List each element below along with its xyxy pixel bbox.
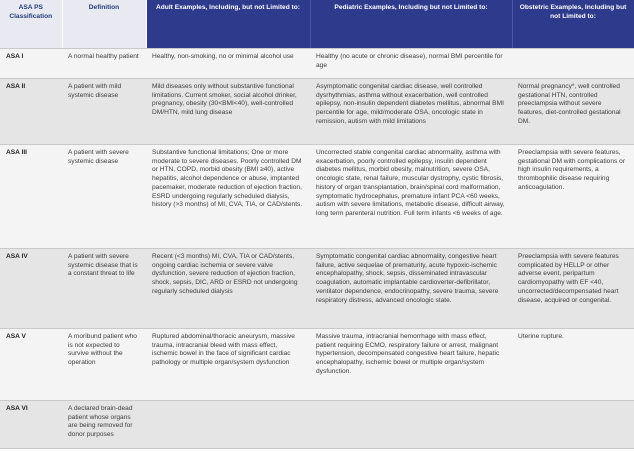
pediatric-examples-cell: Symptomatic congenital cardiac abnormali… (310, 248, 512, 329)
pediatric-examples-cell: Asymptomatic congenital cardiac disease,… (310, 78, 512, 145)
adult-examples-cell (146, 400, 310, 449)
adult-examples-cell: Healthy, non-smoking, no or minimal alco… (146, 48, 310, 79)
pediatric-examples-cell (310, 400, 512, 449)
classification-cell: ASA III (0, 144, 62, 249)
header-definition: Definition (62, 0, 147, 49)
definition-cell: A patient with mild systemic disease (62, 78, 146, 145)
header-obstetric-examples: Obstetric Examples, Including but not Li… (512, 0, 634, 49)
pediatric-examples-cell: Uncorrected stable congenital cardiac ab… (310, 144, 512, 249)
classification-cell: ASA VI (0, 400, 62, 449)
classification-cell: ASA V (0, 328, 62, 401)
table-row-asa-ii: ASA II A patient with mild systemic dise… (0, 78, 634, 145)
header-asa-ps-classification: ASA PS Classification (0, 0, 63, 49)
table-row-asa-iii: ASA III A patient with severe systemic d… (0, 144, 634, 249)
obstetric-examples-cell: Normal pregnancy*, well controlled gesta… (512, 78, 634, 145)
definition-cell: A declared brain-dead patient whose orga… (62, 400, 146, 449)
header-row: ASA PS Classification Definition Adult E… (0, 0, 634, 49)
adult-examples-cell: Substantive functional limitations; One … (146, 144, 310, 249)
table-row-asa-i: ASA I A normal healthy patient Healthy, … (0, 48, 634, 79)
header-adult-examples: Adult Examples, Including, but not Limit… (146, 0, 311, 49)
pediatric-examples-cell: Massive trauma, intracranial hemorrhage … (310, 328, 512, 401)
adult-examples-cell: Mild diseases only without substantive f… (146, 78, 310, 145)
adult-examples-cell: Recent (<3 months) MI, CVA, TIA or CAD/s… (146, 248, 310, 329)
classification-cell: ASA II (0, 78, 62, 145)
definition-cell: A normal healthy patient (62, 48, 146, 79)
table-row-asa-iv: ASA IV A patient with severe systemic di… (0, 248, 634, 329)
adult-examples-cell: Ruptured abdominal/thoracic aneurysm, ma… (146, 328, 310, 401)
definition-cell: A patient with severe systemic disease t… (62, 248, 146, 329)
classification-cell: ASA IV (0, 248, 62, 329)
header-pediatric-examples: Pediatric Examples, Including but not Li… (310, 0, 513, 49)
pediatric-examples-cell: Healthy (no acute or chronic disease), n… (310, 48, 512, 79)
obstetric-examples-cell (512, 48, 634, 79)
obstetric-examples-cell: Uterine rupture. (512, 328, 634, 401)
table-row-asa-v: ASA V A moribund patient who is not expe… (0, 328, 634, 401)
classification-cell: ASA I (0, 48, 62, 79)
obstetric-examples-cell: Preeclampsia with severe features compli… (512, 248, 634, 329)
obstetric-examples-cell: Preeclampsia with severe features, gesta… (512, 144, 634, 249)
obstetric-examples-cell (512, 400, 634, 449)
definition-cell: A patient with severe systemic disease (62, 144, 146, 249)
definition-cell: A moribund patient who is not expected t… (62, 328, 146, 401)
table-row-asa-vi: ASA VI A declared brain-dead patient who… (0, 400, 634, 449)
